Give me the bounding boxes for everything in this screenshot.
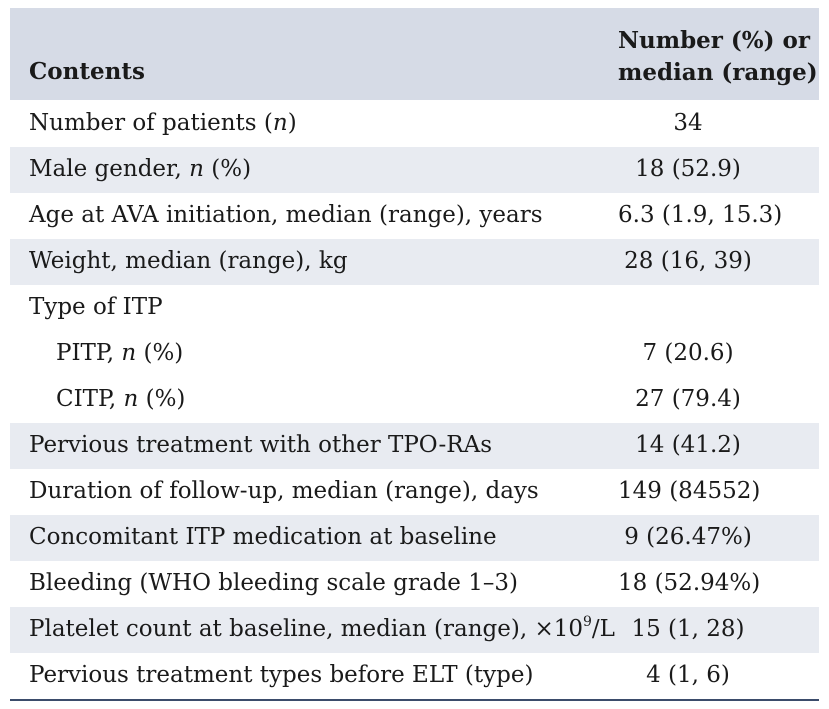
row-label: Age at AVA initiation, median (range), y… xyxy=(29,202,543,228)
row-value: 27 (79.4) xyxy=(635,386,741,412)
header-value-line1: Number (%) or xyxy=(618,27,811,54)
patient-characteristics-table: Contents Number (%) or median (range) Nu… xyxy=(10,8,819,699)
table-row: PITP, n (%) 7 (20.6) xyxy=(10,331,819,377)
row-value: 28 (16, 39) xyxy=(624,248,752,274)
row-label: Duration of follow-up, median (range), d… xyxy=(29,478,539,504)
row-label: Number of patients (n) xyxy=(29,110,297,136)
table-row: Male gender, n (%) 18 (52.9) xyxy=(10,147,819,193)
table-header: Contents Number (%) or median (range) xyxy=(10,8,819,100)
table-row: Bleeding (WHO bleeding scale grade 1–3) … xyxy=(10,561,819,607)
row-value: 34 xyxy=(673,110,703,136)
row-label: Male gender, n (%) xyxy=(29,156,252,182)
table-row: Concomitant ITP medication at baseline 9… xyxy=(10,515,819,561)
row-label: Bleeding (WHO bleeding scale grade 1–3) xyxy=(29,570,518,596)
row-label: Type of ITP xyxy=(29,294,163,320)
table-row: Number of patients (n) 34 xyxy=(10,101,819,147)
row-label: Pervious treatment types before ELT (typ… xyxy=(29,662,534,688)
row-value: 6.3 (1.9, 15.3) xyxy=(618,202,783,228)
row-value: 149 (84552) xyxy=(618,478,761,504)
row-label: CITP, n (%) xyxy=(56,386,186,412)
table-row: Pervious treatment with other TPO-RAs 14… xyxy=(10,423,819,469)
row-value: 4 (1, 6) xyxy=(646,662,730,688)
table-row: Duration of follow-up, median (range), d… xyxy=(10,469,819,515)
table-row: Pervious treatment types before ELT (typ… xyxy=(10,653,819,699)
row-value: 18 (52.94%) xyxy=(618,570,761,596)
row-value: 18 (52.9) xyxy=(635,156,741,182)
row-label: Weight, median (range), kg xyxy=(29,248,348,274)
table-bottom-rule xyxy=(10,699,819,701)
header-value: Number (%) or median (range) xyxy=(618,25,818,89)
table-row: Weight, median (range), kg 28 (16, 39) xyxy=(10,239,819,285)
table-row: Type of ITP xyxy=(10,285,819,331)
table-row: Age at AVA initiation, median (range), y… xyxy=(10,193,819,239)
header-value-line2: median (range) xyxy=(618,59,818,86)
row-label: PITP, n (%) xyxy=(56,340,184,366)
row-label: Concomitant ITP medication at baseline xyxy=(29,524,497,550)
row-label: Platelet count at baseline, median (rang… xyxy=(29,614,615,642)
row-value: 7 (20.6) xyxy=(642,340,734,366)
row-label: Pervious treatment with other TPO-RAs xyxy=(29,432,493,458)
table-row: Platelet count at baseline, median (rang… xyxy=(10,607,819,653)
table-row: CITP, n (%) 27 (79.4) xyxy=(10,377,819,423)
row-value: 9 (26.47%) xyxy=(624,524,752,550)
row-value: 14 (41.2) xyxy=(635,432,741,458)
row-value: 15 (1, 28) xyxy=(631,616,745,642)
header-contents: Contents xyxy=(29,58,145,85)
